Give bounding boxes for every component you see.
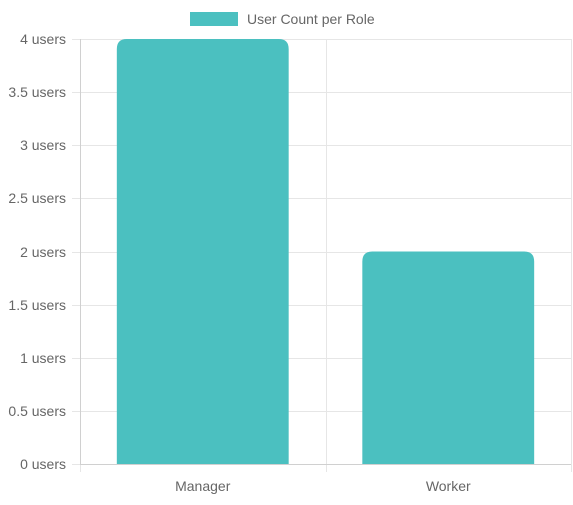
legend[interactable]: User Count per Role [190, 11, 375, 27]
y-tick-label: 1 users [20, 350, 66, 366]
y-tick-label: 3.5 users [8, 84, 66, 100]
y-tick-label: 2 users [20, 244, 66, 260]
y-tick-label: 2.5 users [8, 190, 66, 206]
y-tick-label: 1.5 users [8, 297, 66, 313]
y-tick-label: 0 users [20, 456, 66, 472]
y-tick-label: 3 users [20, 137, 66, 153]
legend-swatch[interactable] [190, 12, 238, 26]
bars [116, 39, 535, 465]
bar-worker[interactable] [362, 251, 535, 465]
axes: 0 users 0.5 users 1 users 1.5 users 2 users 2… [8, 31, 571, 494]
legend-label[interactable]: User Count per Role [247, 11, 375, 27]
bar-manager[interactable] [116, 39, 289, 464]
x-tick-label: Manager [175, 478, 231, 494]
y-tick-label: 0.5 users [8, 403, 66, 419]
y-tick-label: 4 users [20, 31, 66, 47]
x-tick-label: Worker [426, 478, 471, 494]
